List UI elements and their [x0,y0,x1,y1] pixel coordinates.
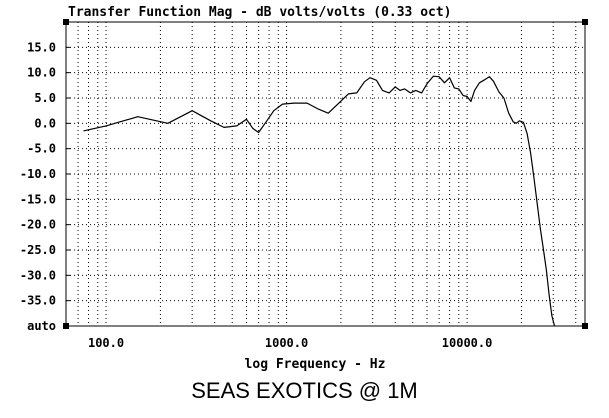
chart-title: Transfer Function Mag - dB volts/volts (… [68,5,452,20]
y-tick-label: 0.0 [34,116,56,130]
series-line [83,75,556,327]
corner-marker [63,19,69,25]
y-tick-label: -30.0 [20,268,56,282]
corner-marker [582,323,588,329]
x-axis-label: log Frequency - Hz [245,357,386,372]
frame-corner-markers [63,19,588,329]
y-tick-label: -10.0 [20,167,56,181]
y-tick-label: -20.0 [20,218,56,232]
x-axis-tick-labels: 100.0 1000.0 10000.0 [88,336,492,350]
caption: SEAS EXOTICS @ 1M [191,378,418,403]
y-tick-label: -25.0 [20,243,56,257]
grid [65,22,585,326]
y-tick-label: -15.0 [20,192,56,206]
x-tick-label: 1000.0 [265,336,308,350]
y-tick-label: 10.0 [27,66,56,80]
x-tick-label: 10000.0 [442,336,493,350]
plot-frame [65,21,586,327]
series-layer [83,75,556,327]
y-tick-label: -5.0 [27,142,56,156]
y-tick-label: auto [27,319,56,333]
y-tick-label: 5.0 [34,91,56,105]
y-tick-label: -35.0 [20,294,56,308]
y-axis-tick-labels: 15.0 10.0 5.0 0.0 -5.0 -10.0 -15.0 -20.0 -25.0 -3… [20,40,70,333]
y-tick-label: 15.0 [27,40,56,54]
x-tick-label: 100.0 [88,336,124,350]
corner-marker [582,19,588,25]
